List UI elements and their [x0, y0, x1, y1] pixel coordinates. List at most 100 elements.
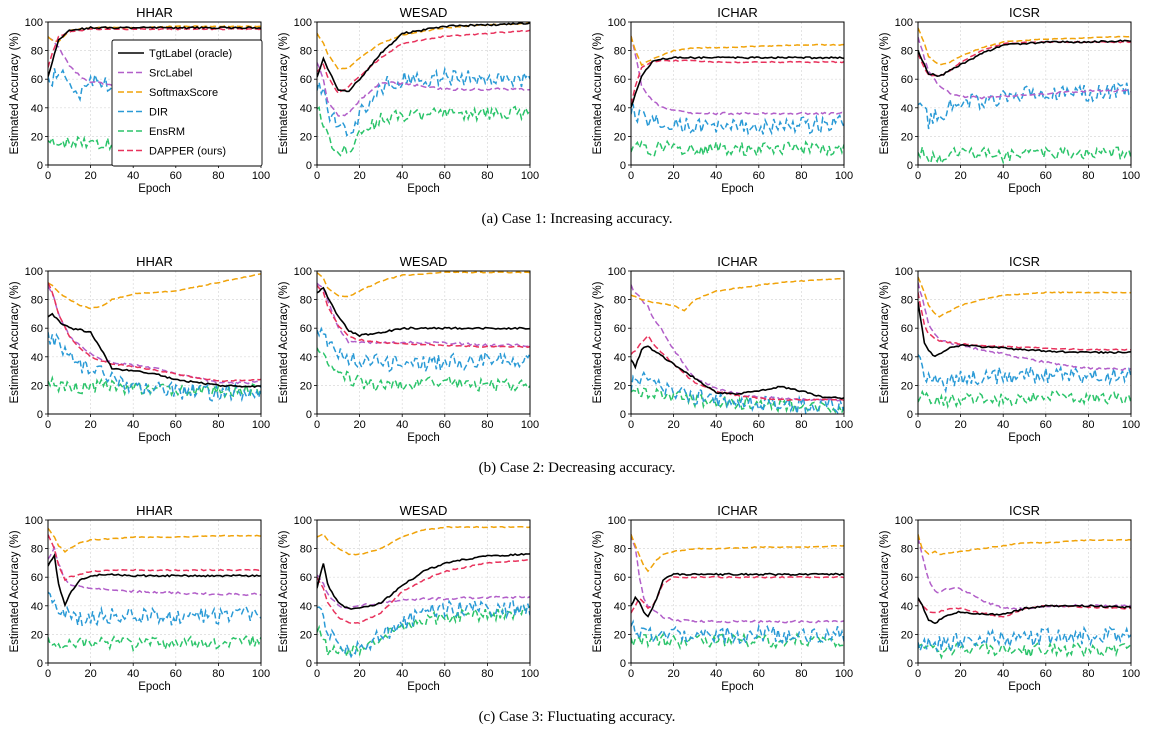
- series-line-dir: [631, 619, 844, 646]
- y-tick-label: 0: [620, 160, 626, 172]
- x-tick-label: 0: [314, 668, 320, 680]
- y-tick-label: 80: [901, 295, 913, 307]
- legend-box: [111, 39, 263, 167]
- series-line-ensrm: [918, 146, 1131, 165]
- series-line-dir: [48, 591, 261, 627]
- y-tick-label: 20: [901, 629, 913, 641]
- panels: 002020404060608080100100HHAREpochEstimat…: [9, 5, 1140, 693]
- x-tick-label: 80: [481, 668, 493, 680]
- series-line-ensrm: [918, 389, 1131, 410]
- y-tick-label: 80: [614, 295, 626, 307]
- x-tick-label: 40: [127, 170, 139, 182]
- x-tick-label: 40: [710, 170, 722, 182]
- y-tick-label: 100: [294, 266, 312, 278]
- x-tick-label: 60: [1040, 419, 1052, 431]
- x-tick-label: 80: [481, 170, 493, 182]
- y-tick-label: 80: [901, 544, 913, 556]
- panel-title: WESAD: [400, 254, 448, 269]
- x-tick-label: 40: [710, 419, 722, 431]
- y-axis-label: Estimated Accuracy (%): [278, 32, 290, 154]
- x-tick-label: 60: [439, 668, 451, 680]
- x-tick-label: 0: [628, 668, 634, 680]
- x-tick-label: 40: [127, 668, 139, 680]
- y-tick-label: 20: [31, 629, 43, 641]
- x-tick-label: 20: [954, 419, 966, 431]
- y-tick-label: 100: [608, 515, 626, 527]
- series-line-tgtlabel-oracle: [48, 312, 261, 389]
- y-axis-label: Estimated Accuracy (%): [592, 281, 604, 403]
- y-tick-label: 60: [614, 74, 626, 86]
- series-line-softmaxscore: [918, 276, 1131, 318]
- series-line-dapper-ours: [317, 284, 530, 349]
- x-tick-label: 80: [795, 668, 807, 680]
- y-tick-label: 40: [31, 352, 43, 364]
- series-line-tgtlabel-oracle: [317, 552, 530, 610]
- y-tick-label: 40: [901, 601, 913, 613]
- panel-title: WESAD: [400, 5, 448, 20]
- series-line-tgtlabel-oracle: [918, 597, 1131, 625]
- chart-panel-wesad-2: 00 20 20 40 40 60 60 80 80 100 100 WESAD Epoch Estima…: [278, 503, 539, 693]
- x-tick-label: 20: [667, 668, 679, 680]
- y-tick-label: 60: [901, 572, 913, 584]
- x-tick-label: 0: [45, 668, 51, 680]
- series-line-dir: [918, 625, 1131, 654]
- plot-frame: [630, 519, 845, 664]
- y-axis-label: Estimated Accuracy (%): [879, 281, 891, 403]
- y-tick-label: 0: [306, 658, 312, 670]
- y-tick-label: 80: [901, 46, 913, 58]
- x-tick-label: 40: [396, 668, 408, 680]
- x-axis-label: Epoch: [721, 183, 754, 195]
- y-tick-label: 0: [37, 409, 43, 421]
- y-tick-label: 0: [907, 160, 913, 172]
- series-line-dir: [918, 80, 1131, 130]
- series-line-ensrm: [631, 139, 844, 158]
- x-tick-label: 40: [997, 170, 1009, 182]
- plot-frame: [316, 270, 531, 415]
- y-tick-label: 100: [895, 266, 913, 278]
- chart-panel-hhar-2: 00 20 20 40 40 60 60 80 80 100 100 HHAR Epoch Estimat…: [9, 503, 270, 693]
- y-tick-label: 100: [895, 17, 913, 29]
- x-axis-label: Epoch: [721, 432, 754, 444]
- panel-title: ICHAR: [717, 5, 757, 20]
- series-line-srclabel: [631, 534, 844, 624]
- x-tick-label: 100: [521, 419, 539, 431]
- y-tick-label: 40: [614, 601, 626, 613]
- series-line-dapper-ours: [631, 59, 844, 105]
- series-line-softmaxscore: [48, 527, 261, 553]
- y-tick-label: 60: [614, 572, 626, 584]
- x-tick-label: 20: [84, 668, 96, 680]
- x-tick-label: 0: [314, 170, 320, 182]
- x-tick-label: 40: [396, 419, 408, 431]
- y-axis-label: Estimated Accuracy (%): [879, 530, 891, 652]
- series-group: [317, 525, 530, 660]
- series-line-tgtlabel-oracle: [631, 56, 844, 108]
- y-tick-label: 40: [614, 103, 626, 115]
- legend-label-ensrm: EnsRM: [149, 126, 185, 138]
- series-line-softmaxscore: [317, 271, 530, 298]
- caption-case-2: (b) Case 2: Decreasing accuracy.: [479, 460, 676, 476]
- y-tick-label: 0: [37, 658, 43, 670]
- series-line-dapper-ours: [317, 29, 530, 95]
- series-line-softmaxscore: [317, 525, 530, 556]
- series-line-srclabel: [317, 62, 530, 117]
- chart-panel-icsr-1: 00 20 20 40 40 60 60 80 80 100 100 ICSR Epoch Estimat…: [879, 254, 1140, 444]
- y-axis-label: Estimated Accuracy (%): [9, 530, 21, 652]
- panel-title: ICSR: [1009, 254, 1040, 269]
- panel-title: HHAR: [136, 503, 173, 518]
- x-tick-label: 60: [1040, 170, 1052, 182]
- series-line-ensrm: [317, 347, 530, 394]
- y-tick-label: 20: [31, 380, 43, 392]
- x-tick-label: 60: [170, 419, 182, 431]
- y-tick-label: 80: [300, 295, 312, 307]
- y-tick-label: 0: [620, 409, 626, 421]
- x-tick-label: 20: [667, 170, 679, 182]
- chart-panel-ichar-2: 00 20 20 40 40 60 60 80 80 100 100 ICHAR Epoch Estima…: [592, 503, 853, 693]
- series-line-dir: [317, 326, 530, 373]
- series-line-ensrm: [317, 105, 530, 157]
- panel-title: ICHAR: [717, 503, 757, 518]
- y-axis-label: Estimated Accuracy (%): [9, 281, 21, 403]
- series-group: [48, 273, 261, 403]
- y-tick-label: 40: [300, 103, 312, 115]
- series-line-dir: [918, 354, 1131, 394]
